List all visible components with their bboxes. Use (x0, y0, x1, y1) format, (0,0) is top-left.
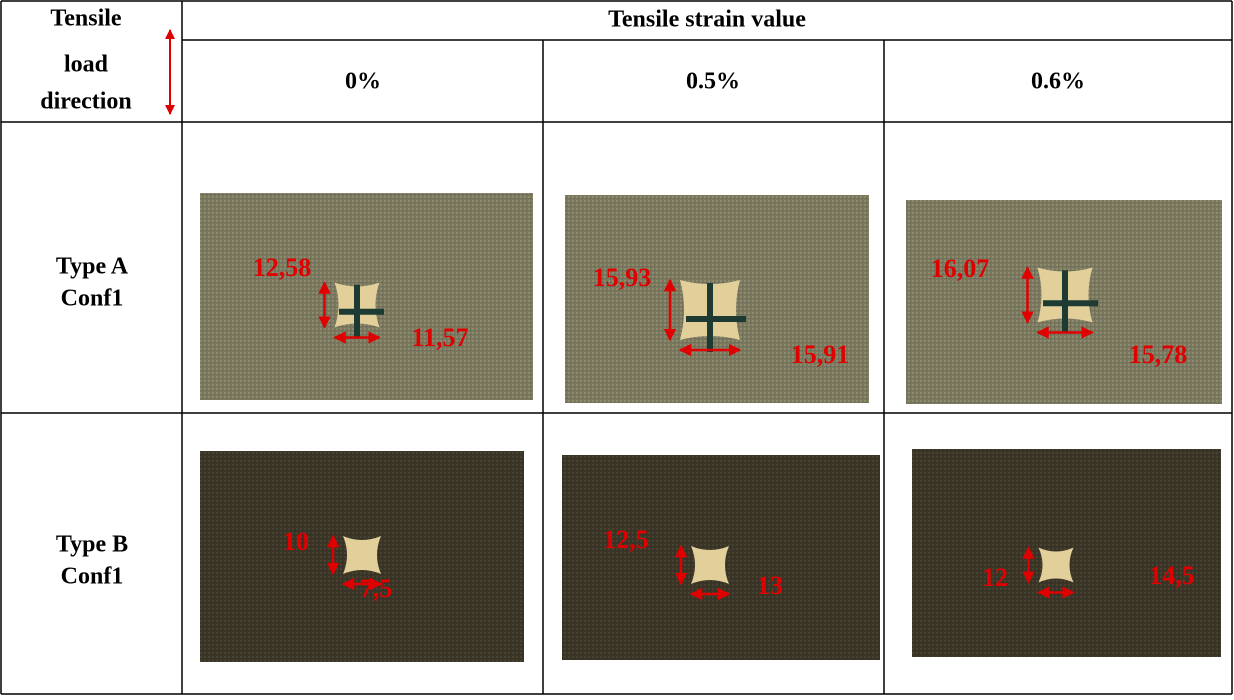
height-label: 10 (283, 527, 309, 556)
damage-patch (691, 546, 729, 584)
column-header: 0% (345, 69, 381, 95)
specimen-photo: 12,5 13 (562, 455, 880, 660)
row-label: Type A (56, 254, 129, 280)
height-label: 16,07 (931, 254, 990, 283)
row-label: Conf1 (61, 564, 124, 590)
width-label: 15,91 (791, 340, 850, 369)
corner-label: load (64, 52, 109, 78)
width-label: 13 (757, 571, 783, 600)
width-label: 11,57 (411, 323, 468, 352)
height-label: 12 (982, 563, 1008, 592)
specimen-photo: 15,93 15,91 (565, 195, 869, 403)
height-label: 12,58 (253, 253, 312, 282)
corner-label: direction (40, 89, 132, 115)
column-header: 0.5% (686, 69, 740, 95)
width-label: 14,5 (1149, 561, 1195, 590)
specimen-photo: 12 14,5 (912, 449, 1221, 657)
width-label: 7,5 (360, 574, 393, 603)
column-header: 0.6% (1031, 69, 1085, 95)
height-label: 15,93 (593, 263, 652, 292)
specimen-photo: 12,58 11,57 (200, 193, 533, 400)
height-label: 12,5 (603, 525, 649, 554)
specimen-photo: 107,5 (200, 451, 524, 662)
damage-patch (1038, 547, 1074, 583)
width-label: 15,78 (1129, 340, 1188, 369)
damage-patch (343, 536, 381, 574)
row-label: Conf1 (61, 286, 124, 312)
specimen-photo: 16,07 15,78 (906, 200, 1222, 404)
corner-label: Tensile (50, 6, 121, 32)
header: Tensile strain value (608, 7, 806, 33)
row-label: Type B (56, 532, 128, 558)
